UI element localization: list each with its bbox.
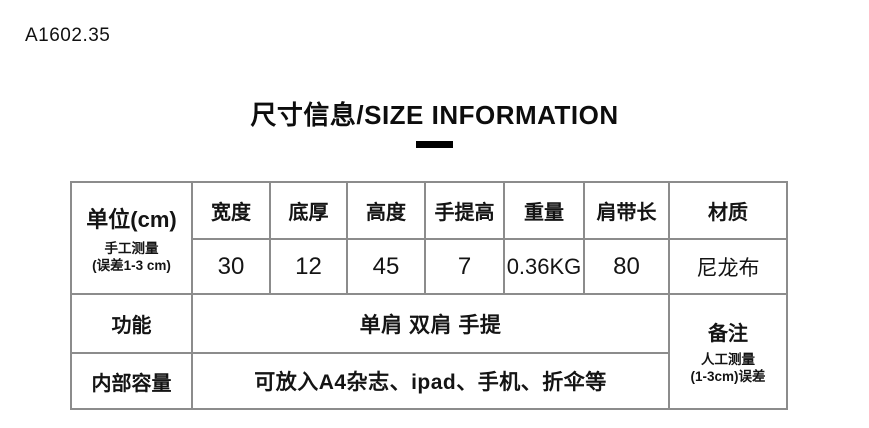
unit-note-line2: (误差1-3 cm) xyxy=(92,257,171,273)
col-header-strap-length: 肩带长 xyxy=(583,181,670,240)
function-row-label: 功能 xyxy=(70,293,193,354)
value-bottom-depth: 12 xyxy=(269,238,348,295)
remark-note-line2: (1-3cm)误差 xyxy=(690,369,766,384)
remark-note-line1: 人工测量 xyxy=(701,352,755,368)
unit-label: 单位(cm) xyxy=(86,206,177,232)
col-header-weight: 重量 xyxy=(503,181,585,240)
value-material: 尼龙布 xyxy=(668,238,788,295)
capacity-row-value: 可放入A4杂志、ipad、手机、折伞等 xyxy=(191,352,670,410)
col-header-height: 高度 xyxy=(346,181,426,240)
col-header-bottom-depth: 底厚 xyxy=(269,181,348,240)
unit-header-cell: 单位(cm) 手工测量 (误差1-3 cm) xyxy=(70,181,193,295)
table-header-row: 单位(cm) 手工测量 (误差1-3 cm) 宽度 底厚 高度 手提高 重量 肩… xyxy=(70,181,788,295)
value-height: 45 xyxy=(346,238,426,295)
value-width: 30 xyxy=(191,238,271,295)
capacity-row: 内部容量 可放入A4杂志、ipad、手机、折伞等 xyxy=(70,352,787,410)
function-row-value: 单肩 双肩 手提 xyxy=(191,293,670,354)
page-title: 尺寸信息/SIZE INFORMATION xyxy=(250,100,619,130)
col-header-width: 宽度 xyxy=(191,181,271,240)
value-weight: 0.36KG xyxy=(503,238,585,295)
remark-cell: 备注 人工测量 (1-3cm)误差 xyxy=(668,293,788,410)
capacity-row-label: 内部容量 xyxy=(70,352,193,410)
title-underline-bar xyxy=(416,141,453,148)
value-strap-length: 80 xyxy=(583,238,670,295)
size-info-header: 尺寸信息/SIZE INFORMATION xyxy=(0,95,869,148)
function-row: 功能 单肩 双肩 手提 备注 人工测量 (1-3cm)误差 xyxy=(70,293,788,410)
value-handle-height: 7 xyxy=(424,238,505,295)
remark-label: 备注 xyxy=(708,323,748,346)
col-header-material: 材质 xyxy=(668,181,788,240)
table-values-row: 30 12 45 7 0.36KG 80 尼龙布 xyxy=(71,238,788,295)
unit-note-line1: 手工测量 xyxy=(104,240,159,256)
col-header-handle-height: 手提高 xyxy=(424,181,505,240)
size-information-table: 单位(cm) 手工测量 (误差1-3 cm) 宽度 底厚 高度 手提高 重量 肩… xyxy=(70,181,788,410)
product-code-label: A1602.35 xyxy=(25,25,111,46)
